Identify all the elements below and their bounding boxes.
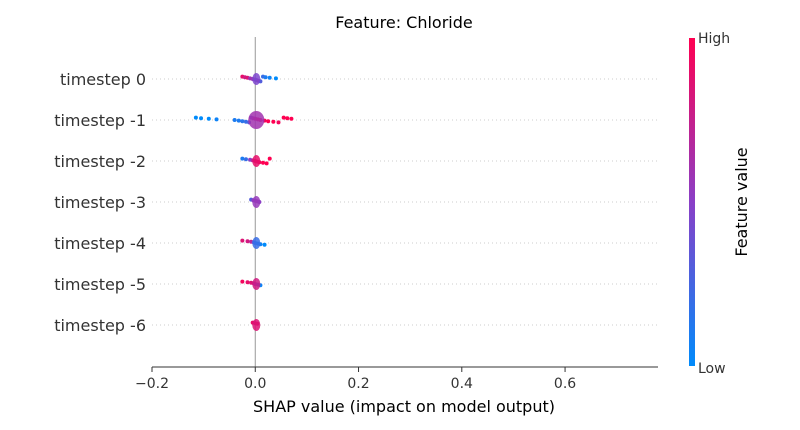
row-points [240, 237, 267, 249]
shap-point [240, 119, 245, 124]
shap-point [240, 238, 245, 243]
row-points [240, 278, 263, 290]
shap-points [193, 73, 294, 331]
shap-point-cluster [252, 319, 261, 331]
x-tick-label: −0.2 [135, 376, 169, 392]
shap-point [245, 280, 250, 285]
colorbar-high-label: High [698, 31, 730, 47]
shap-point [193, 115, 198, 120]
shap-point [199, 116, 204, 121]
feature-label: timestep -1 [54, 111, 146, 130]
shap-point [240, 156, 245, 161]
row-points [240, 73, 278, 85]
row-points [250, 319, 261, 331]
shap-point [276, 120, 281, 125]
shap-point [262, 242, 267, 247]
feature-label: timestep 0 [60, 70, 146, 89]
x-tick-label: 0.6 [554, 376, 576, 392]
feature-label: timestep -2 [54, 152, 146, 171]
shap-point [232, 118, 237, 122]
x-axis-label: SHAP value (impact on model output) [253, 397, 555, 416]
shap-point [245, 239, 250, 244]
feature-labels: timestep 0 timestep -1 timestep -2 timestep… [54, 70, 146, 335]
feature-label: timestep -3 [54, 193, 146, 212]
shap-point [206, 116, 211, 121]
shap-point [243, 119, 248, 124]
shap-point [236, 118, 241, 123]
shap-point [289, 116, 294, 121]
colorbar [689, 38, 695, 366]
shap-point [285, 116, 290, 121]
x-tick-label: 0.4 [451, 376, 473, 392]
shap-point-cluster [252, 155, 261, 167]
feature-label: timestep -6 [54, 316, 146, 335]
shap-point-cluster [252, 278, 261, 290]
colorbar-title: Feature value [732, 147, 751, 256]
shap-point [273, 76, 278, 81]
colorbar-low-label: Low [698, 361, 726, 377]
row-grid-lines [152, 78, 658, 326]
shap-point [271, 119, 276, 124]
shap-point-cluster [248, 111, 265, 129]
shap-point [263, 75, 268, 80]
shap-point [264, 161, 269, 166]
row-points [249, 196, 262, 208]
row-points [240, 155, 272, 167]
shap-point [267, 156, 272, 161]
row-points [193, 111, 294, 129]
shap-point [240, 279, 245, 284]
x-tick-label: 0.0 [244, 376, 266, 392]
shap-point-cluster [252, 73, 261, 85]
shap-point [281, 115, 286, 120]
shap-point [266, 119, 271, 124]
shap-point-cluster [252, 196, 261, 208]
shap-point [243, 157, 248, 162]
shap-point-cluster [252, 237, 261, 249]
chart-title: Feature: Chloride [335, 13, 473, 32]
x-tick-label: 0.2 [347, 376, 369, 392]
shap-point [267, 75, 272, 80]
shap-point [214, 117, 219, 122]
feature-label: timestep -5 [54, 275, 146, 294]
shap-point [261, 160, 266, 165]
feature-label: timestep -4 [54, 234, 146, 253]
x-ticks: −0.2 0.0 0.2 0.4 0.6 [135, 367, 576, 392]
